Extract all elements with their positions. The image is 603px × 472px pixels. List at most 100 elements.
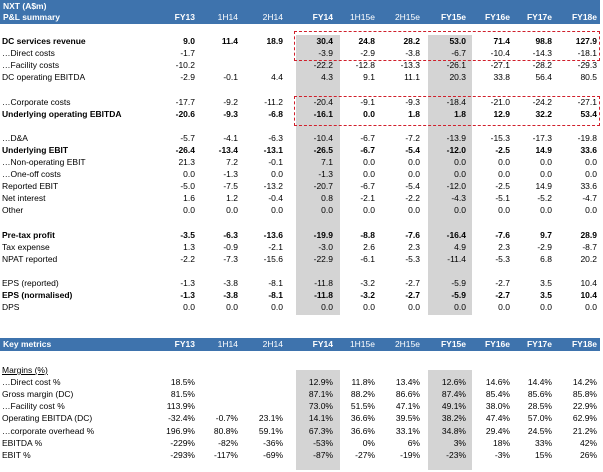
row-label: Operating EBITDA (DC) <box>2 413 93 424</box>
cell-value: -3.9 <box>318 48 333 59</box>
cell-value: 6% <box>407 437 420 448</box>
row-label: Margins (%) <box>2 365 48 375</box>
cell-value: 11.8% <box>351 377 375 388</box>
cell-value: 39.5% <box>395 413 420 424</box>
cell-value: 11.1 <box>404 72 420 83</box>
row-label: DC operating EBITDA <box>2 72 86 83</box>
cell-value: -53% <box>313 437 333 448</box>
pl-col-8: FY17e <box>526 12 552 22</box>
pl-col-0: FY13 <box>174 12 195 22</box>
cell-value: 62.9% <box>572 413 597 424</box>
cell-value: -5.0 <box>180 181 195 192</box>
row-label: Tax expense <box>2 241 50 252</box>
cell-value: -2.1 <box>360 193 375 204</box>
cell-value: -8.7 <box>582 241 597 252</box>
cell-value: 1.6 <box>183 193 195 204</box>
cell-value: -27% <box>355 449 375 460</box>
cell-value: 33.1% <box>395 425 420 436</box>
shade-fy14-top <box>296 35 340 315</box>
cell-value: 0.0 <box>363 157 375 167</box>
cell-value: -6.8 <box>268 108 283 119</box>
cell-value: -8.1 <box>268 290 283 301</box>
cell-value: 4.9 <box>454 241 466 252</box>
cell-value: 2.3 <box>498 241 510 252</box>
row-label: EBITDA % <box>2 437 43 448</box>
pl-col-2: 2H14 <box>262 12 283 22</box>
cell-value: 0.0 <box>226 205 238 216</box>
cell-value: -7.6 <box>495 229 510 240</box>
cell-value: -5.4 <box>405 181 420 192</box>
cell-value: -3.2 <box>360 278 375 288</box>
cell-value: -0.9 <box>223 241 238 252</box>
cell-value: -12.8 <box>355 60 375 71</box>
cell-value: 0.0 <box>321 302 333 313</box>
cell-value: -13.4 <box>218 144 238 155</box>
cell-value: -2.7 <box>405 290 420 301</box>
cell-value: -3.2 <box>360 290 375 301</box>
cell-value: -2.9 <box>360 48 375 59</box>
cell-value: -26.4 <box>175 144 195 155</box>
cell-value: 28.5% <box>527 401 552 412</box>
metrics-col-1: 1H14 <box>217 339 238 349</box>
table-row: Tax expense 1.3 -0.9 -2.1 -3.0 2.6 2.3 4.9 2.3 -2… <box>0 242 600 253</box>
cell-value: -5.4 <box>405 144 420 155</box>
cell-value: 0.0 <box>498 169 510 180</box>
cell-value: -19% <box>400 449 420 460</box>
cell-value: -2.2 <box>180 253 195 264</box>
cell-value: 0.0 <box>540 169 552 180</box>
cell-value: 12.6% <box>441 377 466 388</box>
cell-value: -24.2 <box>532 96 552 107</box>
cell-value: 80.5 <box>580 72 597 83</box>
table-row: Gross margin (DC) 81.5% 87.1% 88.2% 86.6% 87.… <box>0 389 600 400</box>
cell-value: -5.7 <box>180 132 195 143</box>
cell-value: 0.0 <box>183 302 195 313</box>
cell-value: -7.2 <box>405 132 420 143</box>
cell-value: -293% <box>170 449 195 460</box>
row-label: Other <box>2 205 24 216</box>
cell-value: -20.7 <box>313 181 333 192</box>
cell-value: 6.8 <box>540 253 552 264</box>
metrics-col-8: FY17e <box>526 339 552 349</box>
cell-value: 0.0 <box>271 169 283 180</box>
table-row: …Direct cost % 18.5% 12.9% 11.8% 13.4% 12.6% 1… <box>0 377 600 388</box>
table-row: Net interest 1.6 1.2 -0.4 0.8 -2.1 -2.2 -4.3 -5.… <box>0 193 600 204</box>
cell-value: 0.0 <box>585 205 597 216</box>
cell-value: -0.1 <box>223 72 238 83</box>
cell-value: -11.8 <box>314 278 333 288</box>
cell-value: -87% <box>313 449 333 460</box>
cell-value: -9.2 <box>223 96 238 107</box>
cell-value: -11.2 <box>264 96 283 107</box>
cell-value: 30.4 <box>316 36 333 46</box>
cell-value: -4.1 <box>223 132 238 143</box>
cell-value: 23.1% <box>258 413 283 424</box>
cell-value: -2.9 <box>537 241 552 252</box>
cell-value: 29.4% <box>485 425 510 436</box>
cell-value: -26.1 <box>446 60 466 71</box>
cell-value: 26% <box>579 449 597 460</box>
cell-value: 4.4 <box>271 72 283 83</box>
cell-value: -8.8 <box>360 229 375 240</box>
cell-value: 0.0 <box>498 302 510 313</box>
cell-value: 73.0% <box>308 401 333 412</box>
row-label: …Facility costs <box>2 60 60 71</box>
cell-value: -27.1 <box>577 96 597 107</box>
cell-value: -15.3 <box>490 132 510 143</box>
row-label: DPS <box>2 302 20 313</box>
cell-value: -3.8 <box>405 48 420 59</box>
cell-value: 0.0 <box>363 169 375 180</box>
cell-value: 33.6 <box>580 144 597 155</box>
cell-value: 0.0 <box>226 302 238 313</box>
metrics-col-5: 2H15e <box>394 339 420 349</box>
table-row: Reported EBIT -5.0 -7.5 -13.2 -20.7 -6.7 -5.4 -… <box>0 181 600 192</box>
cell-value: 85.4% <box>485 389 510 400</box>
cell-value: 51.5% <box>350 401 375 412</box>
cell-value: 0.0 <box>363 205 375 216</box>
cell-value: 14.1% <box>308 413 333 424</box>
cell-value: 22.9% <box>572 401 597 412</box>
cell-value: 36.6% <box>350 425 375 436</box>
cell-value: -9.3 <box>223 108 238 119</box>
table-row: …Non-operating EBIT 21.3 7.2 -0.1 7.1 0.0 0.0 0… <box>0 157 600 168</box>
row-label: …Corporate costs <box>2 96 71 107</box>
cell-value: 47.1% <box>395 401 420 412</box>
cell-value: -18.1 <box>577 48 597 59</box>
